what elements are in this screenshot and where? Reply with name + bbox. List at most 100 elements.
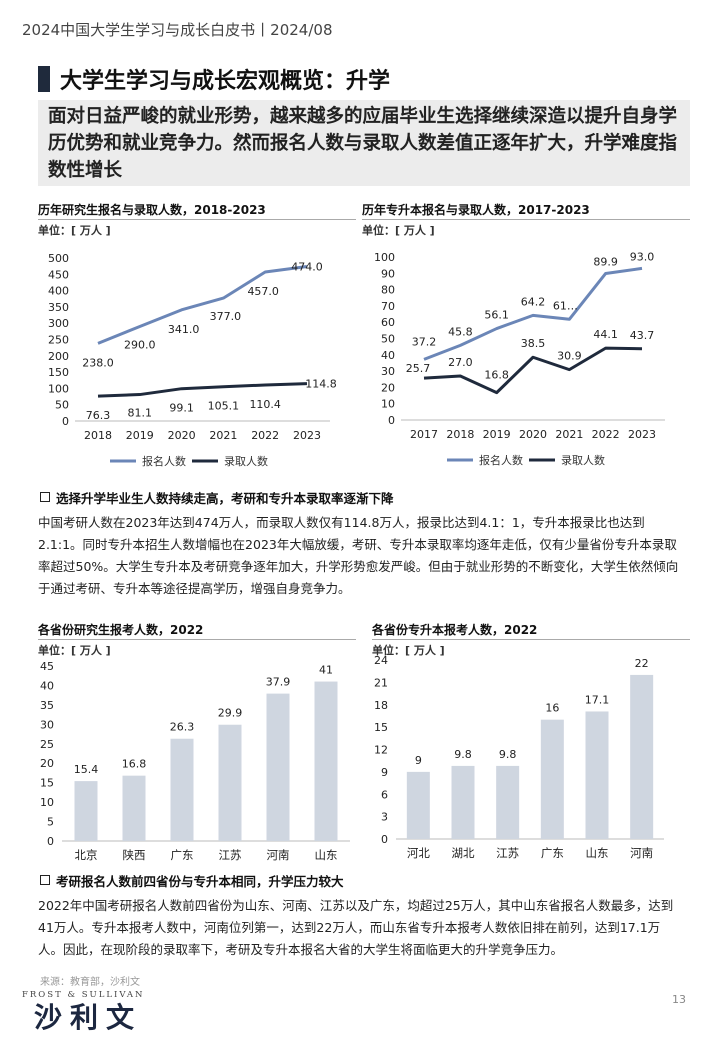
y-tick-label: 18 bbox=[374, 699, 388, 712]
data-label: 22 bbox=[635, 657, 649, 670]
chart4-unit: 单位：[ 万人 ] bbox=[372, 644, 445, 657]
chart4-divider bbox=[372, 639, 690, 640]
y-tick-label: 30 bbox=[381, 365, 395, 378]
chart2-registration-admission-upgrade: 0 10 20 30 40 50 60 70 80 90 100 2017 2018 2019 2020 20… bbox=[374, 250, 665, 467]
x-tick-label: 2020 bbox=[168, 429, 196, 442]
legend-label-admit: 录取人数 bbox=[561, 454, 605, 467]
series-line-admit bbox=[97, 382, 308, 398]
x-tick-label: 陕西 bbox=[123, 848, 146, 862]
series-line-register bbox=[423, 266, 643, 361]
legend-label-register: 报名人数 bbox=[479, 453, 523, 467]
section2-heading: 考研报名人数前四省份与专升本相同，升学压力较大 bbox=[40, 871, 344, 890]
data-label: 30.9 bbox=[557, 350, 582, 363]
data-label: 26.3 bbox=[170, 721, 195, 734]
bar-江苏 bbox=[496, 765, 520, 839]
section2-paragraph: 2022年中国考研报名人数前四省份为山东、河南、江苏以及广东，均超过25万人，其… bbox=[38, 898, 674, 957]
data-label: 25.7 bbox=[406, 362, 431, 375]
y-tick-label: 5 bbox=[47, 816, 54, 829]
y-tick-label: 0 bbox=[388, 414, 395, 427]
page-number: 13 bbox=[672, 993, 686, 1006]
data-label: 29.9 bbox=[218, 707, 243, 720]
y-tick-label: 60 bbox=[381, 316, 395, 329]
y-tick-label: 15 bbox=[374, 721, 388, 734]
y-tick-label: 80 bbox=[381, 284, 395, 297]
data-label: 16.8 bbox=[484, 369, 509, 382]
y-tick-label: 3 bbox=[381, 811, 388, 824]
y-tick-label: 10 bbox=[40, 796, 54, 809]
brand-logo-chinese: 沙利文 bbox=[34, 1001, 143, 1034]
y-tick-label: 21 bbox=[374, 676, 388, 689]
chart1-divider bbox=[38, 219, 356, 220]
data-label: 290.0 bbox=[124, 338, 156, 351]
series-line-admit bbox=[423, 346, 643, 395]
data-label: 457.0 bbox=[247, 285, 279, 298]
bar-河南 bbox=[630, 674, 654, 839]
x-tick-label: 2019 bbox=[126, 429, 154, 442]
y-tick-label: 15 bbox=[40, 777, 54, 790]
x-tick-label: 江苏 bbox=[496, 846, 519, 860]
chart1-title: 历年研究生报名与录取人数，2018-2023 bbox=[38, 203, 266, 217]
y-tick-label: 100 bbox=[374, 251, 395, 264]
data-label: 44.1 bbox=[593, 328, 618, 341]
section2-heading-text: 考研报名人数前四省份与专升本相同，升学压力较大 bbox=[56, 874, 344, 889]
x-tick-label: 河南 bbox=[267, 848, 290, 862]
x-tick-label: 2023 bbox=[293, 429, 321, 442]
bar-河北 bbox=[406, 771, 430, 839]
y-tick-label: 50 bbox=[381, 333, 395, 346]
y-tick-label: 12 bbox=[374, 744, 388, 757]
y-tick-label: 30 bbox=[40, 718, 54, 731]
data-label: 474.0 bbox=[291, 260, 323, 273]
bar-山东 bbox=[585, 711, 609, 839]
x-tick-label: 山东 bbox=[586, 846, 609, 860]
data-label: 41 bbox=[319, 664, 333, 677]
x-tick-label: 北京 bbox=[75, 848, 98, 862]
data-label: 114.8 bbox=[305, 378, 337, 391]
y-tick-label: 500 bbox=[48, 252, 69, 265]
y-tick-label: 50 bbox=[55, 399, 69, 412]
y-tick-label: 250 bbox=[48, 334, 69, 347]
data-label: 37.2 bbox=[412, 335, 437, 348]
section1-paragraph: 中国考研人数在2023年达到474万人，而录取人数仅有114.8万人，报录比达到… bbox=[38, 515, 679, 596]
section1-heading: 选择升学毕业生人数持续走高，考研和专升本录取率逐渐下降 bbox=[40, 488, 394, 507]
y-tick-label: 40 bbox=[381, 349, 395, 362]
chart3-graduate-applicants-by-province: 0 5 10 15 20 25 30 35 40 45 15.4 北京 16.8 陕西 26.3 广东 29.9… bbox=[40, 660, 350, 862]
report-header: 2024中国大学生学习与成长白皮书丨2024/08 bbox=[22, 21, 333, 39]
chart3-unit: 单位：[ 万人 ] bbox=[38, 644, 111, 657]
x-tick-label: 2018 bbox=[84, 429, 112, 442]
x-tick-label: 广东 bbox=[541, 846, 564, 860]
data-label: 38.5 bbox=[521, 337, 546, 350]
x-tick-label: 2018 bbox=[446, 428, 474, 441]
y-tick-label: 6 bbox=[381, 788, 388, 801]
y-tick-label: 24 bbox=[374, 654, 388, 667]
y-tick-label: 9 bbox=[381, 766, 388, 779]
chart1-unit: 单位：[ 万人 ] bbox=[38, 224, 111, 237]
y-tick-label: 400 bbox=[48, 285, 69, 298]
chart2-unit: 单位：[ 万人 ] bbox=[362, 224, 435, 237]
x-tick-label: 2021 bbox=[209, 429, 237, 442]
x-tick-label: 2017 bbox=[410, 428, 438, 441]
data-label: 81.1 bbox=[128, 407, 153, 420]
y-tick-label: 0 bbox=[47, 835, 54, 848]
chart2-divider bbox=[362, 219, 690, 220]
source-note: 来源：教育部，沙利文 bbox=[40, 977, 140, 988]
data-label: 9 bbox=[415, 754, 422, 767]
y-tick-label: 0 bbox=[381, 833, 388, 846]
x-tick-label: 2022 bbox=[592, 428, 620, 441]
x-tick-label: 河北 bbox=[407, 846, 430, 860]
section1-heading-text: 选择升学毕业生人数持续走高，考研和专升本录取率逐渐下降 bbox=[56, 491, 394, 506]
x-tick-label: 2022 bbox=[251, 429, 279, 442]
legend-label-register: 报名人数 bbox=[142, 454, 186, 468]
data-label: 377.0 bbox=[210, 310, 242, 323]
x-tick-label: 2021 bbox=[555, 428, 583, 441]
data-label: 238.0 bbox=[82, 356, 114, 369]
data-label: 9.8 bbox=[499, 748, 517, 761]
bar-广东 bbox=[170, 738, 194, 841]
data-label: 105.1 bbox=[208, 400, 240, 413]
x-tick-label: 山东 bbox=[315, 848, 338, 862]
y-tick-label: 20 bbox=[381, 381, 395, 394]
subtitle-box bbox=[38, 100, 690, 186]
data-label: 93.0 bbox=[630, 250, 655, 263]
bar-江苏 bbox=[218, 724, 242, 841]
y-tick-label: 35 bbox=[40, 699, 54, 712]
data-label: 16.8 bbox=[122, 758, 147, 771]
